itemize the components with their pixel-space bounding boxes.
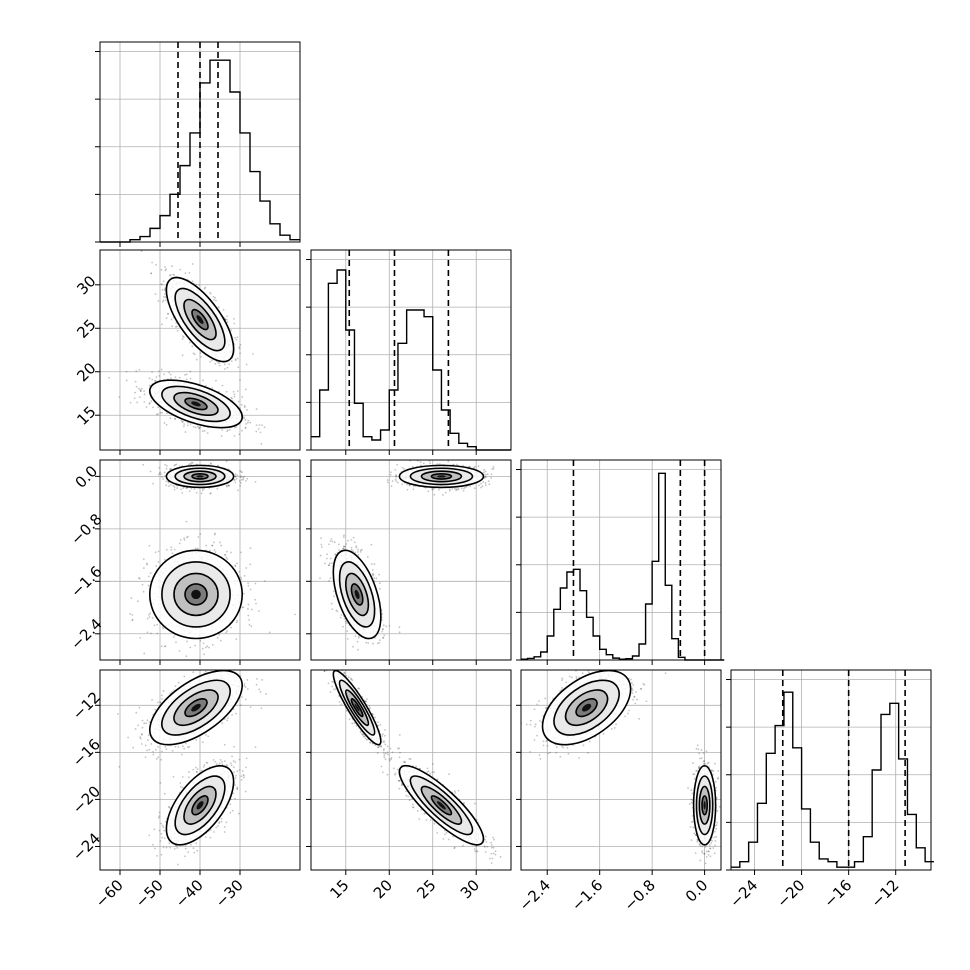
axes-frame: [520, 669, 722, 871]
x-tick-label: −60: [92, 876, 127, 911]
y-tick-label: 20: [73, 359, 99, 385]
density-peak: [581, 703, 592, 712]
axes-frame: [310, 249, 512, 451]
density-peak: [191, 589, 201, 600]
scatter-panel-2-1: [306, 459, 512, 665]
density-peak: [437, 475, 446, 478]
scatter-panel-3-1: [306, 669, 512, 875]
y-tick-label: 25: [73, 316, 99, 342]
density-layer: [323, 670, 502, 870]
x-tick-label: 30: [457, 876, 483, 902]
density-layer: [108, 250, 266, 445]
y-tick-label: −12: [69, 688, 104, 723]
histogram-panel-3: [726, 669, 934, 875]
histogram-steps: [731, 691, 934, 868]
y-tick-label: 0.0: [72, 462, 102, 492]
x-tick-label: −16: [820, 876, 855, 911]
density-layer: [129, 460, 296, 658]
density-peak: [196, 801, 204, 810]
x-tick-label: 20: [370, 876, 396, 902]
axes-frame: [310, 669, 512, 871]
x-tick-label: −30: [212, 876, 247, 911]
density-layer: [521, 670, 721, 870]
y-tick-label: 30: [73, 272, 99, 298]
x-tick-label: 0.0: [682, 876, 712, 906]
y-tick-label: −24: [69, 829, 104, 864]
histogram-steps: [311, 269, 511, 451]
density-peak: [191, 401, 201, 407]
x-tick-label: −12: [867, 876, 902, 911]
scatter-panel-3-0: [95, 669, 301, 875]
x-tick-label: −40: [172, 876, 207, 911]
scatter-panel-2-0: [95, 459, 301, 665]
density-layer: [116, 670, 268, 866]
histogram-panel-0: [95, 41, 301, 247]
y-tick-label: −20: [69, 782, 104, 817]
x-tick-label: −24: [726, 876, 761, 911]
x-tick-label: −1.6: [568, 876, 606, 914]
axes-frame: [520, 459, 722, 661]
x-tick-label: −0.8: [620, 876, 658, 914]
density-peak: [191, 703, 201, 712]
density-peak: [354, 703, 360, 712]
x-tick-label: −20: [773, 876, 808, 911]
y-tick-label: −16: [69, 735, 104, 770]
density-peak: [437, 801, 446, 810]
x-tick-label: −2.4: [516, 876, 554, 914]
y-tick-label: 15: [73, 403, 99, 429]
histogram-steps: [521, 472, 725, 661]
density-peak: [703, 801, 706, 810]
axes-frame: [730, 669, 932, 871]
scatter-panel-1-0: [95, 249, 301, 455]
density-peak: [196, 315, 204, 324]
scatter-panel-3-2: [516, 669, 722, 875]
x-tick-label: −50: [132, 876, 167, 911]
axes-frame: [310, 459, 512, 661]
x-tick-label: 15: [326, 876, 352, 902]
x-tick-label: 25: [413, 876, 439, 902]
density-layer: [319, 460, 495, 660]
density-peak: [196, 475, 204, 478]
histogram-panel-2: [516, 459, 725, 665]
histogram-panel-1: [306, 249, 512, 455]
